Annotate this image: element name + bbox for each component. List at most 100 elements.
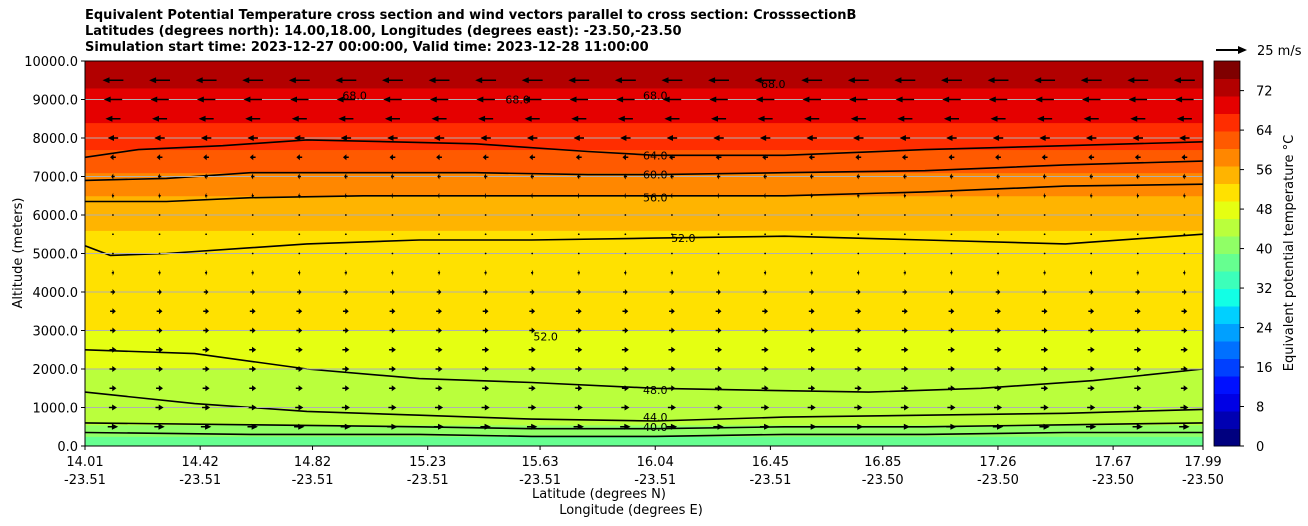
wind-vector xyxy=(296,289,302,295)
wind-vector xyxy=(105,115,121,122)
wind-vector xyxy=(759,135,771,141)
wind-vector xyxy=(384,115,400,122)
wind-vector xyxy=(294,135,305,141)
wind-vector xyxy=(1042,289,1047,295)
y-axis: 0.0 1000.0 2000.0 3000.0 4000.0 5000.0 6000.0 7… xyxy=(24,55,85,455)
wind-vector xyxy=(156,366,164,372)
contour-label: 68.0 xyxy=(505,94,530,107)
wind-vector xyxy=(155,404,164,411)
wind-vector xyxy=(1134,154,1141,161)
wind-vector xyxy=(204,173,208,180)
x-tick-label-lat: 17.67 xyxy=(1095,455,1132,470)
wind-vector xyxy=(1090,233,1093,236)
wind-vector xyxy=(1087,385,1095,392)
wind-vector xyxy=(621,404,630,411)
wind-vector xyxy=(764,252,767,255)
wind-vector xyxy=(528,346,536,353)
y-tick-label: 7000.0 xyxy=(33,171,79,186)
wind-vector xyxy=(203,154,210,161)
wind-vector xyxy=(389,327,396,334)
wind-vector xyxy=(1175,96,1194,103)
wind-vector xyxy=(715,308,722,315)
wind-vector xyxy=(1134,308,1141,315)
wind-vector xyxy=(671,252,673,255)
wind-vector xyxy=(577,269,580,276)
wind-vector xyxy=(198,115,214,122)
wind-vector xyxy=(761,366,769,372)
wind-vector xyxy=(621,346,629,353)
y-axis-label: Altitude (meters) xyxy=(11,198,26,309)
wind-vector xyxy=(437,269,441,276)
wind-vector xyxy=(1090,252,1093,255)
wind-vector xyxy=(296,327,303,334)
wind-vector xyxy=(669,154,675,161)
wind-vector xyxy=(857,269,860,276)
wind-vector xyxy=(388,346,396,353)
wind-vector xyxy=(298,233,301,236)
wind-vector xyxy=(1180,404,1189,411)
wind-vector xyxy=(804,115,820,122)
wind-vector xyxy=(107,423,119,430)
wind-vector xyxy=(1181,154,1188,161)
wind-vector xyxy=(763,192,767,199)
wind-vector xyxy=(808,327,815,334)
wind-vector xyxy=(1088,327,1095,334)
wind-vector xyxy=(671,233,673,236)
wind-vector xyxy=(1043,252,1046,255)
wind-vector xyxy=(1134,346,1142,353)
wind-vector xyxy=(387,135,398,141)
wind-vector xyxy=(158,269,161,276)
wind-vector xyxy=(1183,252,1186,255)
wind-vector xyxy=(853,423,864,430)
wind-vector xyxy=(338,115,354,122)
contour-label: 48.0 xyxy=(643,384,668,397)
wind-vector xyxy=(156,308,163,315)
wind-vector xyxy=(388,366,396,372)
colorbar-tick-label: 40 xyxy=(1256,243,1273,258)
grid-lines xyxy=(85,99,1203,408)
y-tick-label: 4000.0 xyxy=(33,286,79,301)
wind-vector xyxy=(391,214,394,216)
wind-vector xyxy=(526,135,538,141)
title-line-2: Latitudes (degrees north): 14.00,18.00, … xyxy=(85,24,682,39)
wind-vector xyxy=(1085,135,1097,141)
wind-vector xyxy=(1090,214,1093,216)
x-tick-label-lon: -23.51 xyxy=(634,473,676,488)
wind-vector xyxy=(249,308,256,315)
x-tick-label-lat: 14.01 xyxy=(66,455,103,470)
wind-vector xyxy=(903,214,906,216)
wind-vector xyxy=(245,115,261,122)
wind-vector xyxy=(993,404,1003,411)
wind-vector xyxy=(205,214,208,216)
wind-vector xyxy=(249,346,257,353)
wind-vector xyxy=(431,115,447,122)
wind-vector xyxy=(291,115,307,122)
wind-vector xyxy=(202,346,210,353)
wind-vector xyxy=(1039,135,1050,141)
wind-vector xyxy=(251,252,254,255)
wind-vector xyxy=(717,252,720,255)
wind-vector xyxy=(296,154,303,161)
wind-vector xyxy=(150,96,169,103)
y-tick-label: 8000.0 xyxy=(33,132,79,147)
wind-vector xyxy=(436,308,442,315)
wind-vector xyxy=(810,214,813,216)
wind-vector xyxy=(950,214,953,216)
wind-vector xyxy=(987,77,1009,84)
y-tick-label: 0.0 xyxy=(57,440,78,455)
wind-vector xyxy=(717,269,720,276)
wind-vector xyxy=(158,233,161,236)
wind-vector xyxy=(389,154,396,161)
wind-vector xyxy=(717,214,720,216)
wind-vector xyxy=(1136,192,1139,199)
wind-vector xyxy=(110,308,116,315)
wind-vector xyxy=(391,252,394,255)
wind-vector xyxy=(717,192,720,199)
wind-vector xyxy=(568,77,590,84)
wind-vector xyxy=(482,366,490,372)
wind-vector xyxy=(522,96,542,103)
wind-vector xyxy=(577,214,580,216)
wind-vector xyxy=(388,385,396,392)
wind-vector xyxy=(109,366,117,372)
wind-vector xyxy=(710,115,727,122)
